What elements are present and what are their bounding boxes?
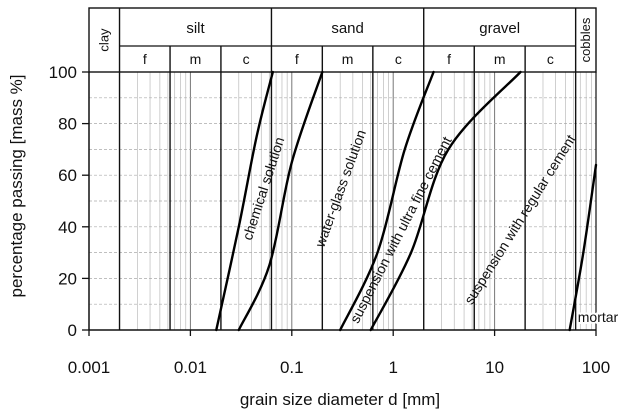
header-sand-m: m xyxy=(342,51,354,67)
header-frame xyxy=(88,7,597,73)
header-clay: clay xyxy=(96,28,111,52)
series-label: mortar xyxy=(578,309,619,325)
x-axis-title: grain size diameter d [mm] xyxy=(240,390,440,409)
header-silt-f: f xyxy=(143,51,147,67)
x-tick-label: 100 xyxy=(582,358,610,377)
series-curve xyxy=(237,70,324,332)
series-curve xyxy=(568,163,598,332)
y-axis-title: percentage passing [mass %] xyxy=(7,74,26,297)
header-silt-m: m xyxy=(190,51,202,67)
header-gravel: gravel xyxy=(479,20,520,37)
header-silt-c: c xyxy=(243,51,250,67)
x-tick-label: 10 xyxy=(485,358,504,377)
x-tick-label: 1 xyxy=(388,358,397,377)
header-silt: silt xyxy=(186,20,205,37)
header-sand-c: c xyxy=(395,51,402,67)
y-tick-label: 20 xyxy=(58,269,77,288)
series-curves xyxy=(215,70,598,332)
x-tick-label: 0.1 xyxy=(280,358,304,377)
series-curve xyxy=(369,70,522,332)
series-curve xyxy=(215,70,275,332)
header-gravel-m: m xyxy=(494,51,506,67)
header-cobbles: cobbles xyxy=(578,17,593,62)
y-tick-label: 80 xyxy=(58,115,77,134)
axes: 0.001 0.01 0.1 1 10 100 0 20 40 60 80 100 xyxy=(49,63,611,377)
header-sand-f: f xyxy=(295,51,299,67)
series-curve xyxy=(338,70,435,332)
soil-class-header: clay cobbles silt f m c sand f m c gravel f m c xyxy=(88,7,597,73)
x-tick-label: 0.01 xyxy=(174,358,207,377)
y-tick-label: 0 xyxy=(68,321,77,340)
y-tick-label: 40 xyxy=(58,218,77,237)
y-tick-label: 60 xyxy=(58,166,77,185)
y-tick-label: 100 xyxy=(49,63,77,82)
series-label: suspension with regular cement xyxy=(461,132,579,308)
header-sand: sand xyxy=(331,20,364,37)
x-tick-label: 0.001 xyxy=(68,358,111,377)
header-gravel-c: c xyxy=(547,51,554,67)
header-gravel-f: f xyxy=(447,51,451,67)
